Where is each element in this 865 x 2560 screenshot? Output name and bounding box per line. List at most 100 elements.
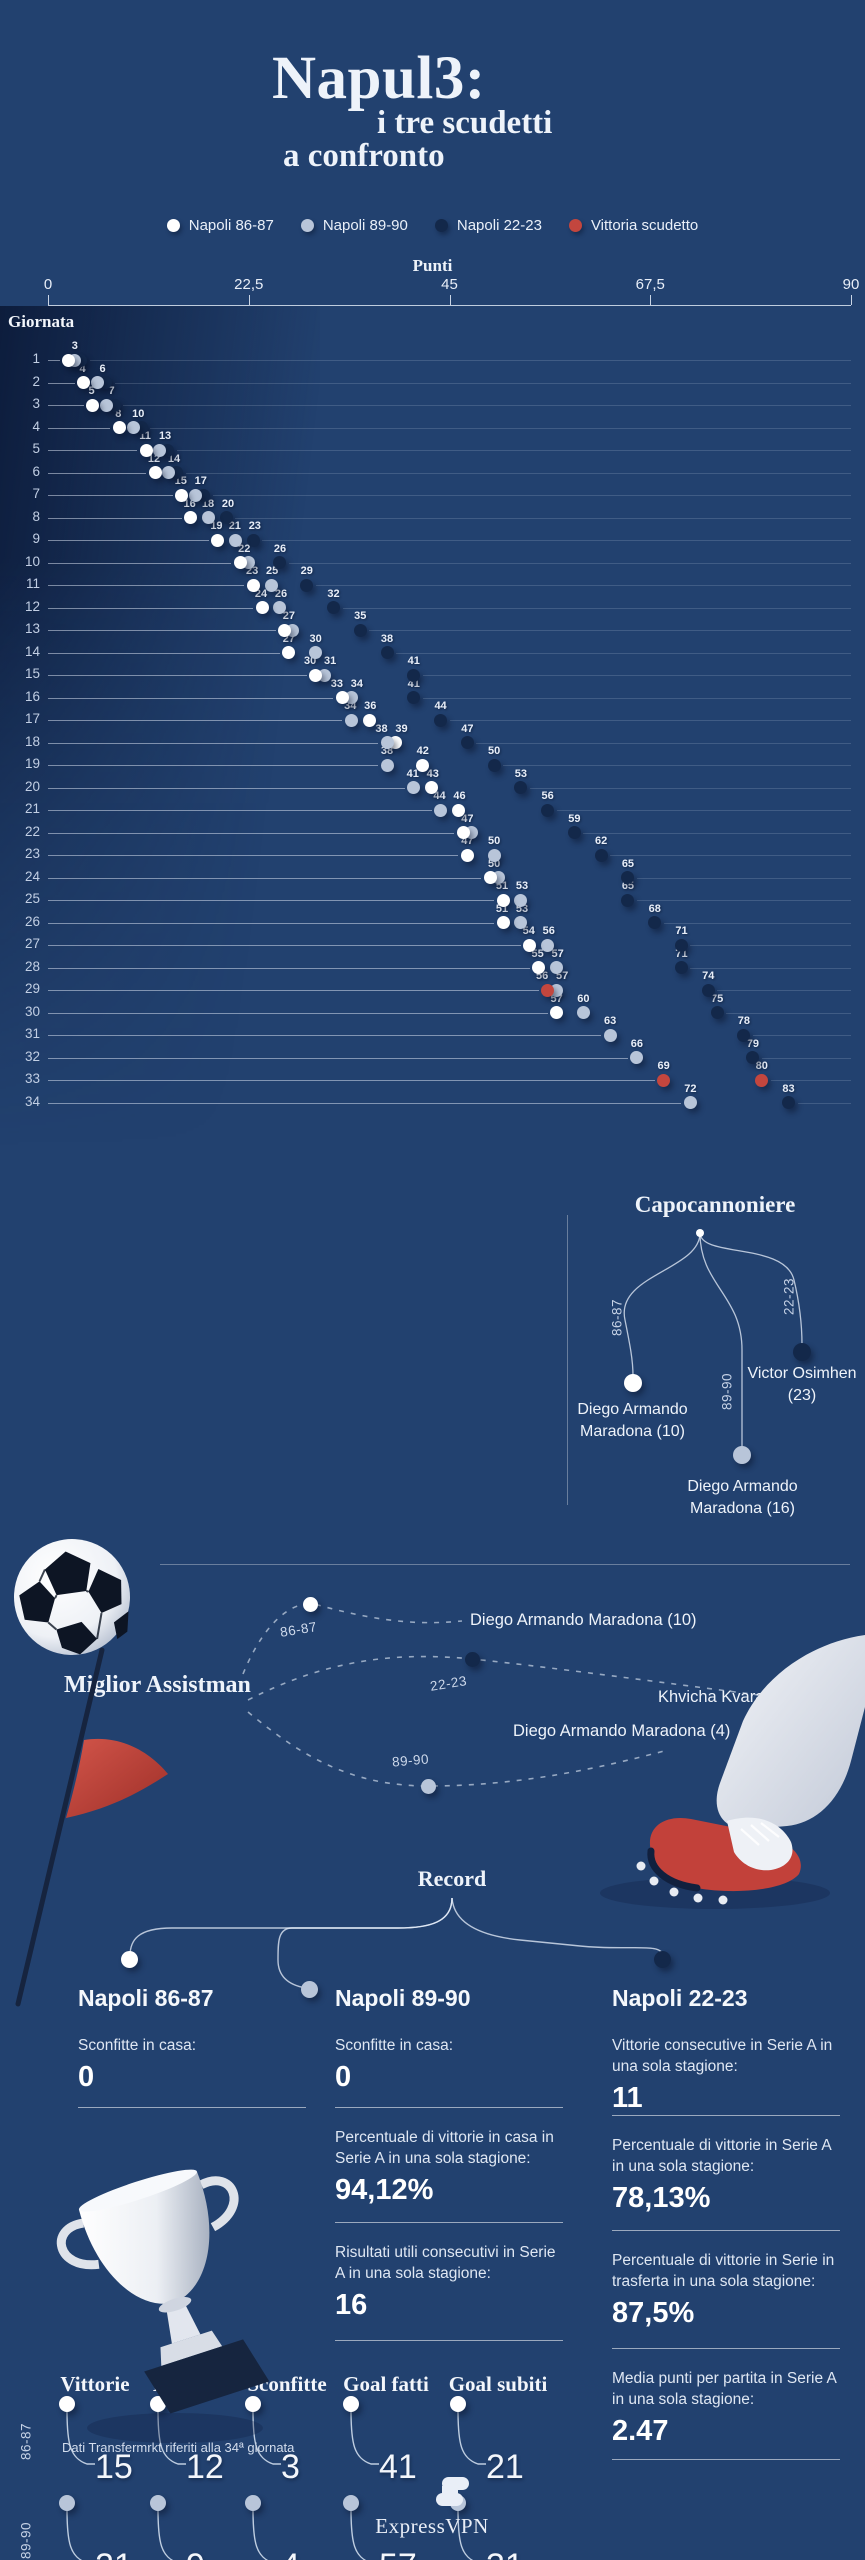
chart-row-line-left bbox=[48, 607, 254, 609]
chart-point bbox=[514, 781, 528, 794]
chart-row-line-right bbox=[476, 742, 851, 744]
record-season-name: Napoli 89-90 bbox=[335, 1985, 471, 2011]
chart-row-line-left bbox=[48, 1057, 628, 1059]
chart-row-line-left bbox=[48, 855, 459, 856]
capocannoniere-dot-22-23 bbox=[793, 1343, 811, 1361]
record-stat-block: Percentuale di vittorie in Serie A in un… bbox=[612, 2136, 840, 2230]
chart-point-label: 53 bbox=[515, 880, 529, 892]
record-stat-label: Sconfitte in casa: bbox=[78, 2037, 197, 2054]
giornata-label: 10 bbox=[24, 553, 40, 569]
record-column: Napoli 86-87 Sconfitte in casa: 0 bbox=[78, 1985, 306, 2128]
chart-row-line-right bbox=[176, 450, 851, 451]
giornata-label: 7 bbox=[32, 486, 40, 501]
stats-dot bbox=[343, 2396, 359, 2412]
chart-point-label: 20 bbox=[221, 497, 235, 510]
chart-row-line-right bbox=[770, 1080, 851, 1081]
season-legend-dot bbox=[300, 219, 314, 232]
scudetto-legend-dot bbox=[568, 219, 582, 232]
x-tick-label: 22,5 bbox=[234, 276, 264, 293]
chart-point-label: 50 bbox=[487, 835, 501, 847]
chart-point-label: 38 bbox=[375, 722, 388, 735]
capocannoniere-dot-89-90 bbox=[733, 1446, 751, 1464]
chart-row-line-left bbox=[48, 1012, 548, 1014]
chart-point-label: 43 bbox=[426, 767, 439, 780]
chart-point bbox=[460, 736, 474, 749]
chart-point-label: 7 bbox=[108, 385, 115, 397]
record-stat-value: 87,5% bbox=[612, 2296, 695, 2329]
stats-dot bbox=[450, 2396, 466, 2412]
giornata-label: 12 bbox=[24, 598, 40, 614]
chart-point-label: 54 bbox=[522, 925, 535, 937]
chart-row-line-right bbox=[726, 1012, 851, 1014]
stats-header: Vittorie bbox=[60, 2372, 130, 2396]
assistman-dot-86-87 bbox=[303, 1597, 318, 1612]
chart-row-line-left bbox=[48, 495, 173, 496]
record-stat-block: Vittorie consecutive in Serie A in una s… bbox=[612, 2036, 840, 2115]
stats-value: 21 bbox=[95, 2547, 133, 2560]
chart-point bbox=[91, 376, 105, 389]
chart-point-label: 68 bbox=[648, 902, 661, 915]
chart-point-label: 74 bbox=[702, 970, 715, 982]
stats-dot bbox=[245, 2495, 261, 2511]
stats-header: Goal fatti bbox=[343, 2372, 429, 2396]
stats-value: 12 bbox=[186, 2448, 224, 2486]
record-dot-86-87 bbox=[121, 1951, 138, 1968]
chart-point bbox=[246, 533, 260, 547]
stats-dot bbox=[343, 2495, 359, 2511]
chart-point bbox=[309, 668, 323, 682]
chart-point bbox=[282, 646, 296, 659]
chart-row-line-left bbox=[48, 967, 530, 969]
x-tick-mark bbox=[650, 295, 652, 305]
chart-point bbox=[246, 578, 260, 592]
chart-row-line-right bbox=[212, 495, 851, 496]
chart-point-label: 44 bbox=[434, 700, 447, 712]
giornata-label: 2 bbox=[32, 373, 40, 389]
giornata-label: 18 bbox=[24, 733, 40, 749]
chart-point-label: 44 bbox=[433, 790, 446, 802]
giornata-label: 13 bbox=[24, 621, 40, 636]
chart-point-label: 47 bbox=[461, 812, 474, 825]
capocannoniere-player-86-87: Diego Armando Maradona (10) bbox=[577, 1401, 688, 1441]
giornata-label: 14 bbox=[24, 643, 40, 659]
record-column: Napoli 22-23 Vittorie consecutive in Seri… bbox=[612, 1985, 840, 2480]
chart-point bbox=[309, 646, 323, 659]
record-stat-label: Percentuale di vittorie in Serie A in un… bbox=[612, 2136, 831, 2175]
chart-point bbox=[460, 848, 474, 862]
giornata-label: 4 bbox=[32, 418, 40, 434]
chart-point bbox=[550, 1006, 564, 1019]
giornata-label: 8 bbox=[32, 508, 40, 524]
giornata-label: 3 bbox=[32, 396, 40, 411]
chart-point bbox=[701, 983, 715, 997]
stats-value: 21 bbox=[486, 2448, 524, 2486]
giornata-label: 24 bbox=[24, 868, 40, 884]
stats-value: 41 bbox=[379, 2448, 417, 2486]
chart-point-label: 42 bbox=[416, 745, 429, 757]
x-tick-label: 45 bbox=[441, 276, 458, 293]
giornata-label: 9 bbox=[32, 531, 40, 546]
chart-row-line-left bbox=[48, 742, 379, 744]
chart-point-label: 72 bbox=[684, 1082, 697, 1095]
assistman-dot-22-23 bbox=[465, 1652, 480, 1667]
chart-point bbox=[228, 533, 242, 547]
chart-row-line-right bbox=[150, 427, 851, 429]
chart-row-line-right bbox=[529, 787, 851, 789]
stats-connector bbox=[66, 2508, 83, 2560]
chart-point-label: 8 bbox=[115, 407, 122, 420]
chart-point-label: 33 bbox=[330, 677, 344, 690]
chart-point-label: 32 bbox=[327, 587, 340, 600]
chart-row-line-right bbox=[583, 832, 851, 834]
chart-row-line-right bbox=[89, 360, 851, 361]
chart-row-line-right bbox=[185, 472, 851, 474]
capocannoniere-dot-86-87 bbox=[624, 1374, 642, 1392]
chart-point bbox=[746, 1051, 760, 1064]
chart-point bbox=[576, 1006, 590, 1019]
stats-dot bbox=[150, 2495, 166, 2511]
assistman-top-divider bbox=[160, 1564, 850, 1565]
record-dot-22-23 bbox=[654, 1951, 671, 1968]
chart-point bbox=[514, 893, 528, 907]
chart-point bbox=[674, 961, 688, 974]
chart-row-line-left bbox=[48, 360, 60, 361]
chart-row-line-left bbox=[48, 990, 539, 991]
chart-point bbox=[541, 803, 555, 817]
